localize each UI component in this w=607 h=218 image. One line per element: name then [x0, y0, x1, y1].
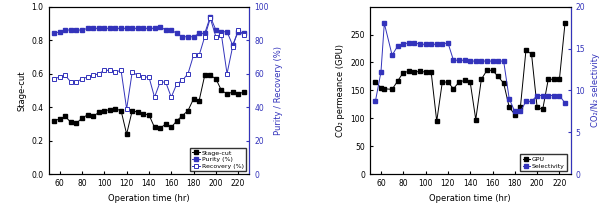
Legend: GPU, Selectivity: GPU, Selectivity: [520, 154, 568, 171]
X-axis label: Operation time (hr): Operation time (hr): [108, 194, 190, 203]
Y-axis label: CO₂ permeance (GPU): CO₂ permeance (GPU): [336, 44, 345, 137]
Y-axis label: CO₂/N₂ selectivity: CO₂/N₂ selectivity: [591, 53, 600, 128]
Legend: Stage-cut, Purity (%), Recovery (%): Stage-cut, Purity (%), Recovery (%): [190, 148, 246, 171]
X-axis label: Operation time (hr): Operation time (hr): [429, 194, 511, 203]
Y-axis label: Purity / Recovery (%): Purity / Recovery (%): [274, 46, 283, 135]
Y-axis label: Stage-cut: Stage-cut: [17, 70, 26, 111]
